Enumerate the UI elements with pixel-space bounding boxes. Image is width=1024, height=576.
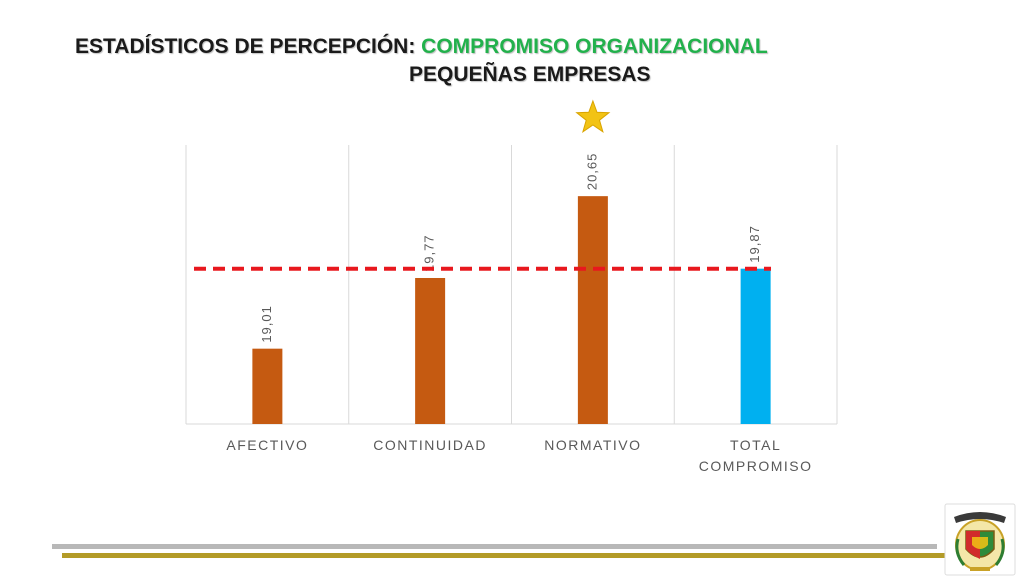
category-label: TOTAL [730,437,781,453]
star-icon [575,99,611,133]
chart-category-labels: AFECTIVO CONTINUIDAD NORMATIVO TOTAL COMPROM… [226,437,813,474]
footer-bar-gold [62,553,947,558]
bar-1 [415,277,446,424]
bar-3 [740,268,771,424]
chart-bars [252,196,771,424]
title-highlight: COMPROMISO ORGANIZACIONAL [421,35,768,58]
coat-of-arms-icon [944,503,1016,576]
bar-0 [252,348,283,424]
category-label: COMPROMISO [699,458,813,474]
data-label: 19,01 [259,305,274,343]
data-label: 19,77 [422,234,437,272]
bar-chart: 19,01 19,77 20,65 19,87 AFECTIVO CONTINUIDAD… [185,99,838,474]
chart-annotations [194,99,771,271]
data-label: 20,65 [584,153,599,191]
bar-2 [577,196,608,424]
chart-data-labels: 19,01 19,77 20,65 19,87 [259,153,762,343]
data-label: 19,87 [747,225,762,263]
chart-grid [185,145,838,425]
title-prefix: ESTADÍSTICOS DE PERCEPCIÓN: [75,35,416,58]
chart-subtitle: PEQUEÑAS EMPRESAS [409,63,651,86]
chart-title: ESTADÍSTICOS DE PERCEPCIÓN: COMPROMISO O… [75,35,768,59]
footer-bar-gray [52,544,937,549]
category-label: CONTINUIDAD [373,437,487,453]
category-label: NORMATIVO [544,437,641,453]
category-label: AFECTIVO [226,437,308,453]
